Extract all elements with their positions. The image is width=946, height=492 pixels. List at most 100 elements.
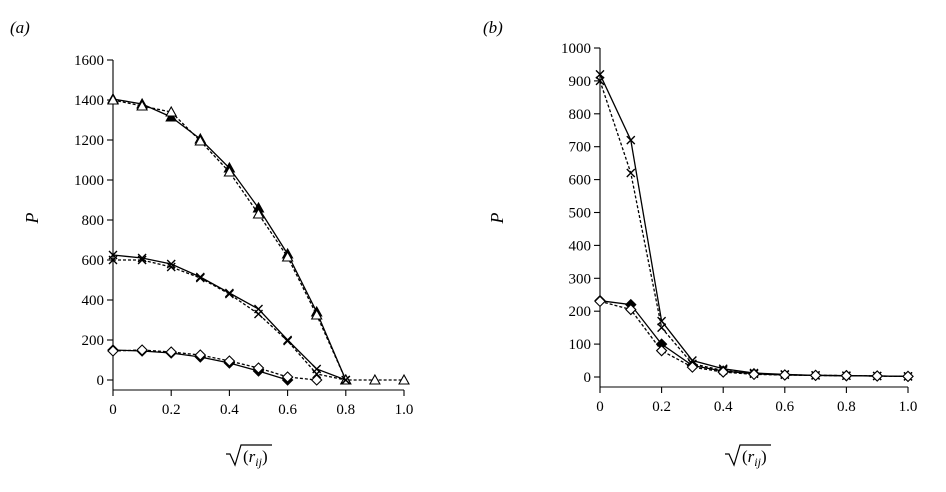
series-b-3-point-4 [717,366,729,378]
series-a-5-point-2 [165,346,177,358]
x-tick-label-a-1: 0.2 [162,402,181,418]
y-tick-label-a-8: 1600 [74,53,104,69]
series-a-3-point-4 [224,289,234,299]
series-a-5-point-7 [310,374,323,386]
x-tick-label-a-4: 0.8 [336,402,355,418]
series-a-5-point-0 [107,345,119,357]
x-tick-label-b-4: 0.8 [837,399,856,415]
y-tick-label-b-6: 600 [569,173,592,189]
series-a-3-line [113,259,346,381]
series-a-5-point-6 [281,371,294,383]
series-a-1-point-7 [310,308,323,320]
series-group-a [107,92,410,386]
y-tick-label-a-4: 800 [82,213,105,229]
panel-label-a: (a) [10,18,30,37]
series-b-3-point-10 [902,370,914,383]
series-a-5-line [112,349,317,381]
x-tick-label-a-2: 0.4 [220,402,239,418]
series-a-5-point-4 [223,355,236,367]
y-tick-label-b-3: 300 [569,271,592,287]
y-tick-label-b-0: 0 [584,370,592,386]
x-tick-label-b-1: 0.2 [652,399,671,415]
panel-label-b: (b) [483,18,503,37]
series-a-3-point-8 [341,375,351,385]
series-b-1-point-2 [657,323,667,333]
y-axis-label-a: P [22,213,42,225]
y-tick-label-b-9: 900 [569,74,592,90]
series-a-5-point-1 [136,344,148,356]
series-group-b [594,69,914,383]
series-b-3-point-3 [686,361,699,373]
series-b-1-point-0 [595,76,605,86]
series-b-0-point-2 [657,316,667,326]
series-a-1-point-10 [398,373,410,385]
series-a-1-point-3 [194,134,207,146]
series-b-3-point-0 [594,295,606,308]
series-b-0-line [599,74,909,377]
series-a-5-point-5 [252,362,265,374]
series-b-2-line [599,300,909,377]
series-a-1-point-6 [281,250,294,262]
series-a-1-point-9 [368,373,381,385]
axes-a: 0 200 400 600 800 1000 1200 1400 1600 0 0.2 0.4 0.6 0… [74,53,413,418]
series-b-3-point-8 [840,369,853,382]
x-axis-label-text-b: (rij) [742,447,767,469]
y-tick-label-b-2: 200 [569,304,592,320]
series-a-1-point-5 [252,207,265,219]
series-a-3-point-5 [254,309,263,319]
axes-b: 0 100 200 300 400 500 600 700 800 900 1000 0 0.2 0.4 0… [561,41,917,415]
y-tick-label-a-0: 0 [97,373,105,389]
x-tick-label-a-3: 0.6 [278,402,297,418]
sqrt-sign-b [725,444,771,467]
y-tick-label-a-1: 200 [82,333,105,349]
series-b-3-point-9 [871,370,883,382]
x-axis-label-a: (rij) [226,444,272,469]
x-tick-label-b-0: 0 [596,399,604,415]
x-tick-label-b-3: 0.6 [775,399,794,415]
series-a-1-point-4 [223,165,236,177]
y-tick-label-b-7: 700 [569,140,592,156]
x-tick-label-b-2: 0.4 [714,399,733,415]
series-a-3-point-3 [195,273,205,283]
panel-b: (b) P (rij) 0 100 200 300 400 500 600 700 800 900… [483,18,917,469]
series-a-3-point-1 [137,255,147,265]
series-a-3-point-2 [166,262,176,272]
y-tick-label-a-3: 600 [82,253,105,269]
y-tick-label-b-4: 400 [569,238,592,254]
series-b-0-point-1 [626,135,636,145]
series-b-3-point-2 [655,344,668,357]
series-b-1-point-1 [626,168,636,178]
y-tick-label-a-5: 1000 [74,173,104,189]
series-a-1-line [112,99,404,381]
series-a-0-line [112,98,347,381]
series-a-3-point-0 [108,255,118,265]
series-a-1-point-2 [165,105,178,117]
x-tick-label-b-5: 1.0 [899,399,918,415]
y-tick-label-b-10: 1000 [561,41,591,57]
y-tick-label-b-1: 100 [569,337,592,353]
series-a-3-point-7 [312,369,322,379]
series-b-3-point-1 [625,303,637,316]
x-axis-label-b: (rij) [725,444,771,469]
y-axis-label-b: P [487,213,507,225]
y-tick-label-b-8: 800 [569,107,592,123]
series-a-2-point-3 [195,272,205,282]
series-a-1-point-0 [107,93,119,105]
series-b-3-point-6 [779,369,791,381]
y-tick-label-a-6: 1200 [74,133,104,149]
x-tick-label-a-0: 0 [109,402,117,418]
series-b-0-point-0 [595,69,605,79]
series-a-5-point-3 [194,349,207,361]
x-axis-label-text-a: (rij) [243,447,268,469]
series-a-1-point-1 [136,99,149,111]
series-b-3-point-5 [748,368,760,381]
panel-a: (a) P (rij) 0 200 400 600 800 1000 1200 1400 160… [10,18,413,469]
sqrt-sign-a [226,444,272,467]
series-a-2-point-6 [283,335,293,345]
y-tick-label-a-7: 1400 [74,93,104,109]
y-tick-label-b-5: 500 [569,206,592,222]
series-a-3-point-6 [283,336,293,346]
series-b-3-point-7 [809,369,822,382]
series-b-3-line [599,300,909,377]
